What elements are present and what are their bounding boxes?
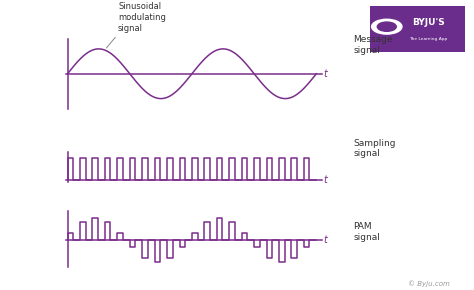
Text: Sinusoidal
modulating
signal: Sinusoidal modulating signal [118,2,166,33]
Text: The Learning App: The Learning App [410,37,447,41]
Circle shape [377,22,396,31]
FancyBboxPatch shape [368,5,466,53]
Text: © Byju.com: © Byju.com [409,280,450,287]
Circle shape [372,19,402,34]
Text: Message
signal: Message signal [353,35,392,55]
Text: t: t [323,175,327,185]
Text: t: t [323,235,327,245]
Text: PAM
signal: PAM signal [353,222,380,242]
Text: Sampling
signal: Sampling signal [353,139,396,158]
Text: BYJU'S: BYJU'S [412,17,445,27]
Text: t: t [323,69,327,79]
